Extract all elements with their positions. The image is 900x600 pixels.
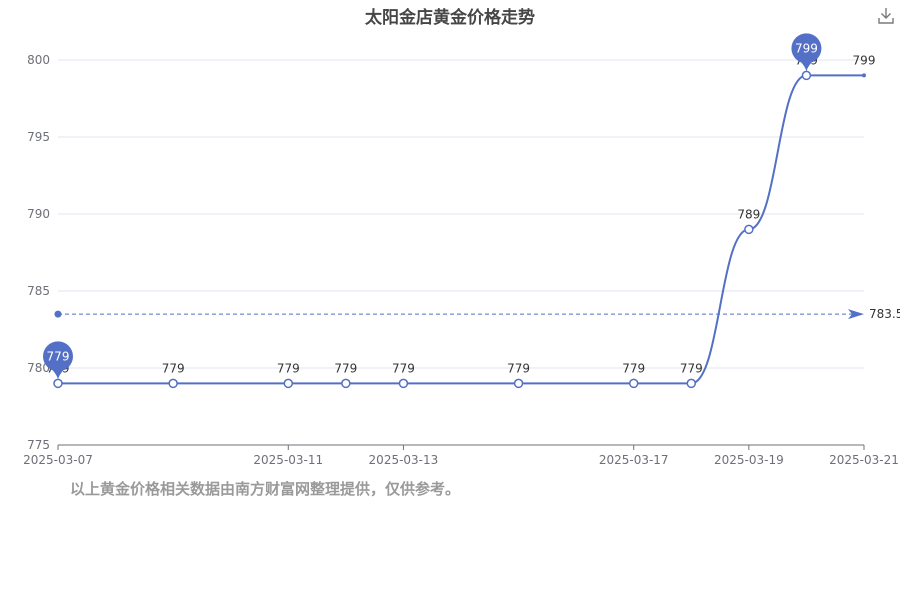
data-point xyxy=(686,378,697,389)
data-point xyxy=(801,70,812,81)
data-label: 779 xyxy=(392,361,415,375)
pin-head xyxy=(43,341,73,372)
x-tick-label: 2025-03-19 xyxy=(714,453,784,467)
data-label: 779 xyxy=(162,361,185,375)
data-point xyxy=(168,378,178,389)
axes: 775 780 785 790 795 800 2025-03-07 2025-03-11 20… xyxy=(23,53,899,467)
source-note: 以上黄金价格相关数据由南方财富网整理提供，仅供参考。 xyxy=(70,480,461,498)
average-line-arrow xyxy=(848,309,864,320)
data-label: 779 xyxy=(277,361,300,375)
x-tick-label: 2025-03-21 xyxy=(829,453,899,467)
download-icon xyxy=(878,8,894,24)
data-point xyxy=(628,378,639,389)
y-tick-label: 790 xyxy=(27,207,50,221)
grid-lines xyxy=(58,59,864,369)
data-point xyxy=(862,73,866,78)
download-button[interactable] xyxy=(876,6,896,26)
data-label: 779 xyxy=(622,361,645,375)
x-tick-label: 2025-03-13 xyxy=(369,453,439,467)
data-label: 779 xyxy=(334,361,357,375)
mark-points: 779 799 xyxy=(43,33,822,381)
max-mark-pin: 799 xyxy=(791,33,822,73)
data-point xyxy=(513,378,524,389)
data-point xyxy=(744,224,754,235)
pin-label: 799 xyxy=(795,41,818,55)
pin-head xyxy=(791,33,822,64)
data-point xyxy=(53,378,63,389)
data-point xyxy=(341,378,351,389)
data-point xyxy=(398,378,409,389)
series-line xyxy=(58,74,864,385)
data-label: 799 xyxy=(853,53,876,67)
x-tick-label: 2025-03-11 xyxy=(253,453,323,467)
y-tick-label: 780 xyxy=(27,361,50,375)
y-tick-label: 795 xyxy=(27,130,50,144)
pin-label: 779 xyxy=(47,349,70,363)
data-label: 779 xyxy=(507,361,530,375)
data-points xyxy=(53,70,866,389)
average-line: 783.5 xyxy=(54,307,900,321)
y-tick-label: 785 xyxy=(27,284,50,298)
chart-title: 太阳金店黄金价格走势 xyxy=(365,8,535,28)
y-tick-label: 800 xyxy=(27,53,50,67)
x-tick-label: 2025-03-07 xyxy=(23,453,93,467)
data-label: 789 xyxy=(737,207,760,221)
average-line-label: 783.5 xyxy=(869,307,900,321)
x-tick-label: 2025-03-17 xyxy=(599,453,669,467)
series-line-layer xyxy=(58,74,864,385)
data-point xyxy=(283,378,294,389)
min-mark-pin: 779 xyxy=(43,341,73,381)
data-label: 779 xyxy=(680,361,703,375)
y-tick-label: 775 xyxy=(27,438,50,452)
